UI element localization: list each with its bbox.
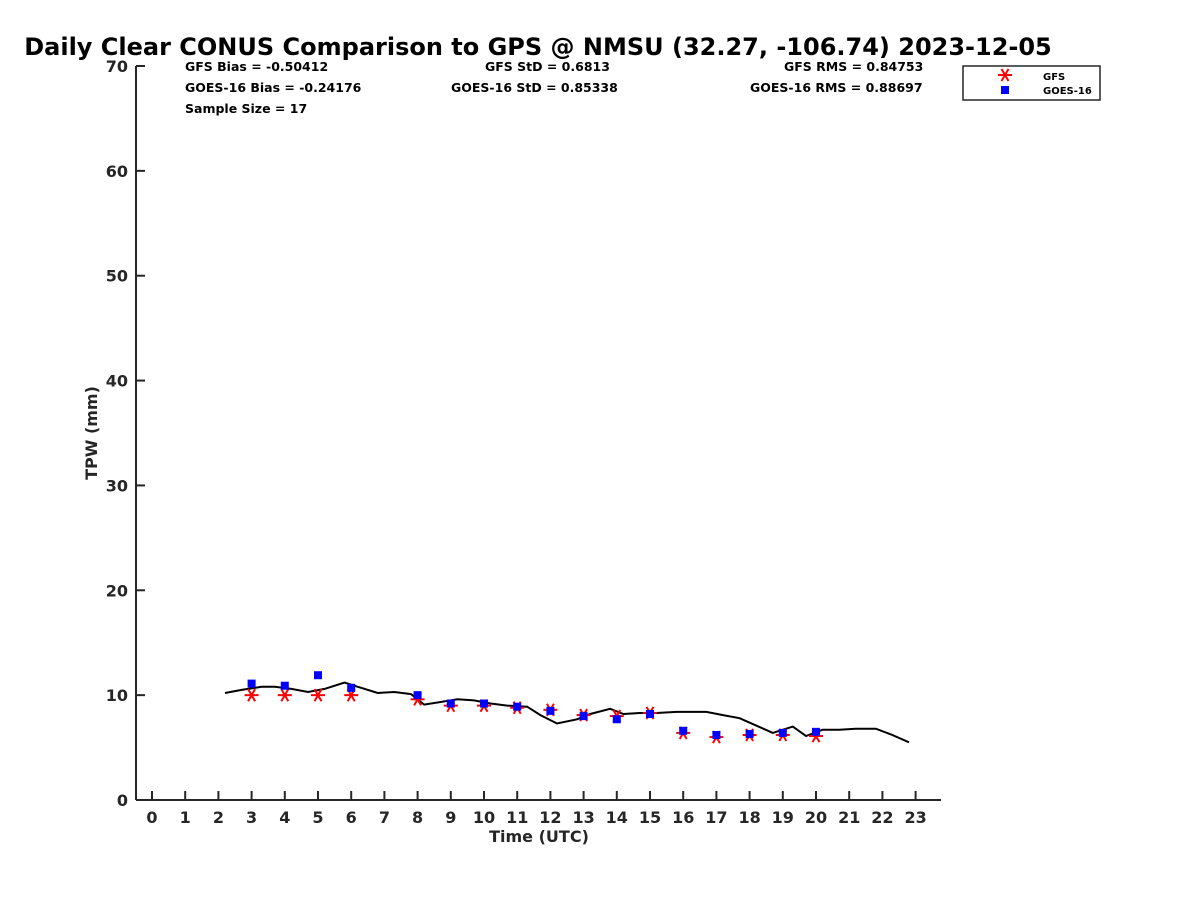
x-tick-label: 23: [904, 808, 926, 827]
goes-point: [480, 699, 488, 708]
x-tick-label: 21: [838, 808, 860, 827]
y-tick-label: 30: [106, 476, 128, 495]
gps-series-line: [224, 681, 910, 744]
x-tick-label: 20: [805, 808, 827, 827]
goes-point: [513, 702, 522, 711]
x-tick-label: 5: [312, 808, 323, 827]
x-tick-label: 8: [412, 808, 423, 827]
legend-box: [962, 65, 1101, 101]
legend-goes-marker: [1001, 86, 1009, 94]
x-tick-label: 17: [705, 808, 727, 827]
legend: GFS GOES-16: [962, 65, 1101, 101]
x-tick-label: 1: [180, 808, 191, 827]
goes-point: [778, 728, 787, 737]
x-tick-label: 6: [346, 808, 357, 827]
x-tick-label: 10: [473, 808, 495, 827]
goes-bias-text: GOES-16 Bias = -0.24176: [185, 80, 362, 95]
goes-point: [612, 715, 621, 724]
goes-point: [347, 683, 356, 692]
goes-point: [679, 726, 688, 735]
sample-size-text: Sample Size = 17: [185, 101, 307, 116]
goes-rms-text: GOES-16 RMS = 0.88697: [750, 80, 923, 95]
x-tick-label: 11: [506, 808, 528, 827]
y-tick-label: 50: [106, 267, 128, 286]
x-tick-label: 13: [572, 808, 594, 827]
gfs-rms-text: GFS RMS = 0.84753: [784, 59, 923, 74]
gfs-point: [311, 688, 325, 702]
x-tick-label: 19: [772, 808, 794, 827]
x-tick-label: 16: [672, 808, 694, 827]
x-axis-label: Time (UTC): [489, 827, 589, 846]
y-tick-label: 60: [106, 162, 128, 181]
x-tick-label: 15: [639, 808, 661, 827]
x-tick-label: 12: [539, 808, 561, 827]
goes-point: [812, 727, 820, 736]
y-tick-label: 40: [106, 372, 128, 391]
goes-point: [413, 691, 422, 700]
legend-gfs-marker: [998, 68, 1012, 82]
gfs-std-text: GFS StD = 0.6813: [485, 59, 610, 74]
gfs-point: [244, 688, 259, 702]
legend-gfs-label: GFS: [1043, 72, 1065, 83]
x-tick-label: 4: [279, 808, 290, 827]
x-tick-label: 0: [146, 808, 157, 827]
y-tick-label: 0: [117, 791, 128, 810]
goes-point: [280, 681, 289, 690]
y-tick-label: 10: [106, 686, 128, 705]
gfs-point: [277, 688, 292, 702]
goes-std-text: GOES-16 StD = 0.85338: [451, 80, 618, 95]
x-tick-label: 22: [871, 808, 893, 827]
x-tick-label: 7: [379, 808, 390, 827]
chart-title: Daily Clear CONUS Comparison to GPS @ NM…: [24, 33, 1052, 61]
y-tick-label: 70: [106, 57, 128, 76]
x-tick-label: 3: [246, 808, 257, 827]
goes-point: [314, 671, 322, 680]
x-tick-label: 9: [445, 808, 456, 827]
y-axis-label: TPW (mm): [82, 386, 101, 480]
legend-goes-label: GOES-16: [1043, 86, 1092, 97]
goes-point: [712, 730, 721, 739]
x-tick-label: 18: [738, 808, 760, 827]
x-tick-label: 14: [606, 808, 628, 827]
gfs-bias-text: GFS Bias = -0.50412: [185, 59, 328, 74]
legend-gfs-asterisk: [998, 68, 1012, 82]
goes-point: [546, 706, 555, 715]
goes-point: [446, 699, 455, 708]
y-tick-label: 20: [106, 581, 128, 600]
goes-point: [247, 679, 256, 688]
x-tick-label: 2: [213, 808, 224, 827]
goes-point: [745, 729, 754, 738]
goes-point: [579, 712, 588, 721]
goes-point: [646, 710, 654, 719]
